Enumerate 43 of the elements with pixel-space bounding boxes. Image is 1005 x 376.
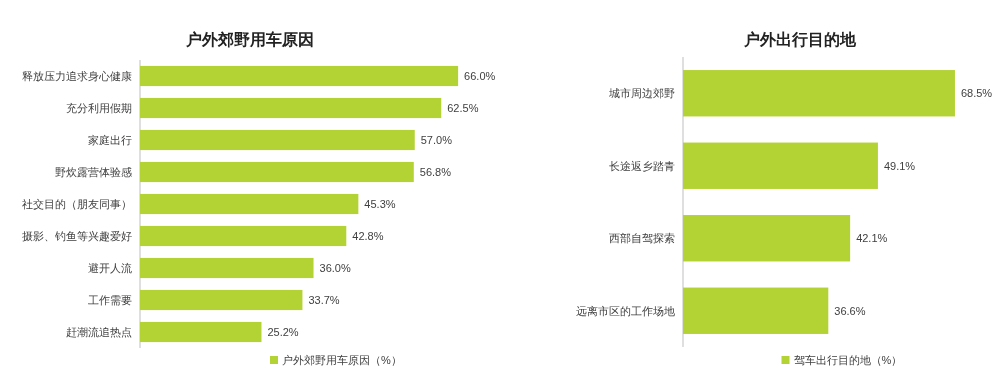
data-label: 42.8%	[352, 230, 384, 242]
bar	[140, 97, 442, 119]
y-tick-label: 野炊露营体验感	[55, 166, 132, 178]
chart-title: 户外郊野用车原因	[185, 31, 314, 48]
bar	[140, 161, 414, 183]
y-tick-label: 摄影、钓鱼等兴趣爱好	[22, 230, 132, 242]
data-label: 57.0%	[420, 134, 453, 146]
data-label: 68.5%	[960, 87, 993, 100]
data-label: 49.1%	[883, 159, 916, 172]
y-tick-label: 长途返乡踏青	[609, 159, 675, 172]
bar	[683, 215, 851, 262]
data-label: 25.2%	[267, 326, 299, 338]
y-tick-label: 赶潮流追热点	[66, 326, 132, 338]
data-label: 56.8%	[419, 166, 452, 178]
y-tick-label: 充分利用假期	[66, 102, 132, 114]
data-label: 42.1%	[856, 232, 888, 245]
y-tick-label: 西部自驾探索	[609, 232, 675, 245]
data-label: 66.0%	[464, 70, 496, 82]
data-label: 45.3%	[364, 198, 396, 210]
bar	[140, 289, 303, 311]
data-label: 62.5%	[447, 102, 479, 114]
bar	[683, 142, 878, 189]
bar	[140, 129, 415, 151]
bar	[140, 225, 347, 247]
bar	[140, 193, 359, 215]
legend-label: 驾车出行目的地（%）	[793, 354, 903, 366]
y-tick-label: 城市周边郊野	[608, 87, 675, 100]
bar	[140, 257, 314, 279]
y-tick-label: 释放压力追求身心健康	[22, 70, 132, 82]
bar	[140, 65, 459, 87]
data-label: 36.0%	[319, 262, 351, 274]
y-tick-label: 工作需要	[88, 294, 132, 306]
legend-label: 户外郊野用车原因（%）	[282, 354, 402, 366]
bar	[140, 321, 262, 343]
bar	[683, 70, 955, 117]
y-tick-label: 避开人流	[88, 262, 132, 274]
chart-title: 户外出行目的地	[743, 31, 857, 48]
y-tick-label: 家庭出行	[88, 134, 132, 146]
y-tick-label: 远离市区的工作场地	[576, 304, 675, 317]
bar	[683, 287, 829, 334]
y-tick-label: 社交目的（朋友同事）	[22, 198, 132, 210]
data-label: 33.7%	[308, 294, 340, 306]
data-label: 36.6%	[834, 304, 866, 317]
